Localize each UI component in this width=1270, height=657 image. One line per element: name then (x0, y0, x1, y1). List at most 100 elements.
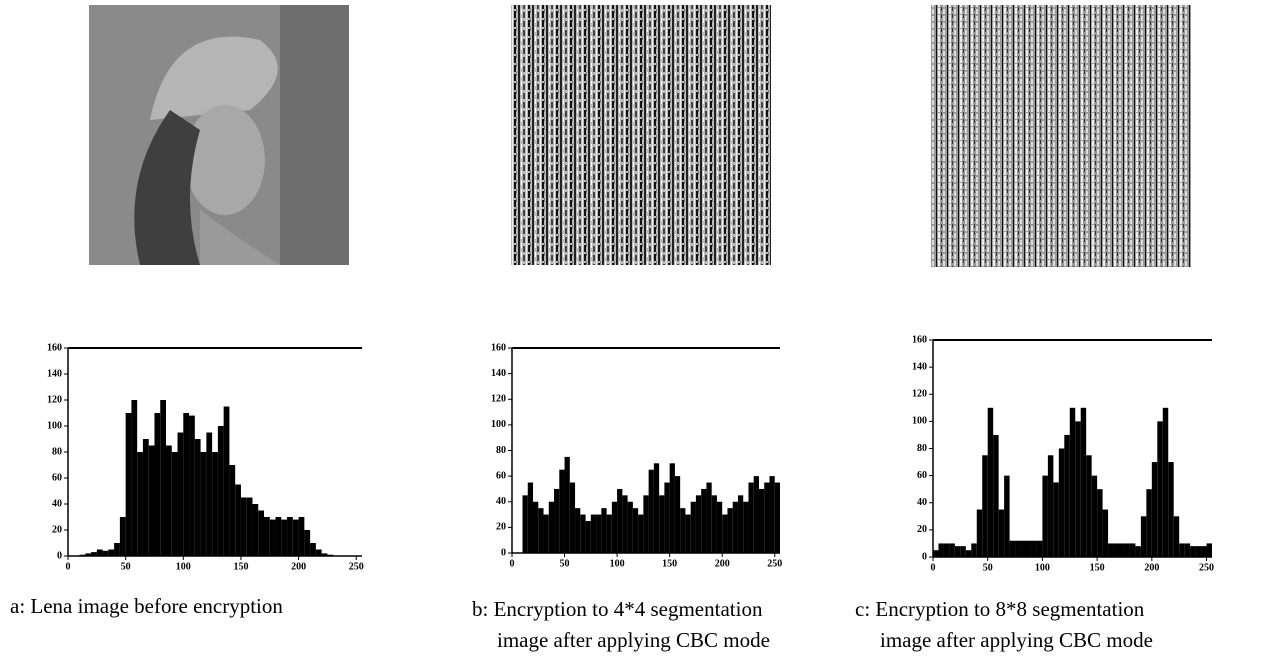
bar (1091, 475, 1098, 557)
y-tick-label: 140 (47, 368, 62, 379)
y-tick-label: 20 (917, 524, 927, 535)
y-tick-label: 60 (917, 470, 927, 481)
y-tick-label: 60 (496, 470, 506, 481)
bar (758, 488, 765, 553)
x-tick-label: 0 (931, 562, 936, 573)
bar (695, 495, 702, 553)
bar (264, 517, 270, 556)
y-tick-label: 160 (47, 342, 62, 353)
bar (653, 463, 660, 553)
bar (1184, 543, 1191, 557)
y-tick-label: 80 (52, 446, 62, 457)
bar (976, 509, 983, 557)
bar (1026, 540, 1032, 557)
bar (142, 439, 149, 556)
bar (722, 514, 728, 553)
bar (148, 445, 155, 556)
bar (1135, 546, 1141, 557)
bar (212, 452, 218, 556)
bar (235, 484, 241, 556)
y-tick-label: 160 (491, 342, 506, 353)
y-tick-label: 0 (57, 550, 62, 561)
bar (590, 514, 597, 553)
caption: image after applying CBC mode (880, 628, 1153, 652)
bar (596, 514, 602, 553)
bar (315, 549, 322, 556)
bar (85, 553, 92, 556)
bar (987, 407, 994, 557)
bar (743, 501, 749, 553)
bar (711, 495, 717, 553)
bar (321, 553, 328, 556)
bar (1075, 421, 1081, 557)
bar (648, 469, 654, 553)
bar (125, 413, 132, 556)
y-tick-label: 100 (47, 420, 62, 431)
bar (1080, 407, 1087, 557)
bar (119, 517, 126, 556)
bar (1157, 421, 1163, 557)
bar (554, 488, 560, 553)
bar (954, 546, 961, 557)
bar (664, 482, 670, 553)
bar (998, 509, 1005, 557)
bar (1113, 543, 1119, 557)
bar (223, 406, 230, 556)
x-tick-label: 100 (1035, 562, 1050, 573)
bar (764, 482, 770, 553)
y-tick-label: 60 (52, 472, 62, 483)
bar (1102, 509, 1109, 557)
bar (310, 543, 316, 556)
bar (1146, 489, 1152, 557)
bar (606, 514, 612, 553)
y-tick-label: 40 (496, 496, 506, 507)
caption: image after applying CBC mode (497, 628, 770, 652)
bar (1140, 516, 1147, 557)
bar (1206, 543, 1212, 557)
bar (965, 550, 972, 557)
bar (171, 452, 178, 556)
bar (522, 495, 528, 553)
bar (643, 495, 649, 553)
bar (1009, 540, 1016, 557)
encrypted-image-8x8 (931, 5, 1191, 267)
bar (933, 550, 939, 557)
bar (543, 514, 549, 553)
bar (690, 501, 696, 553)
bar (1108, 543, 1114, 557)
x-tick-label: 250 (767, 558, 782, 569)
y-tick-label: 40 (52, 498, 62, 509)
bar (982, 455, 988, 557)
x-tick-label: 200 (715, 558, 730, 569)
x-tick-label: 150 (233, 561, 248, 572)
bar (206, 432, 213, 556)
caption: c: Encryption to 8*8 segmentation (855, 597, 1145, 621)
bar (774, 482, 780, 553)
x-tick-label: 0 (510, 558, 515, 569)
bar (1020, 540, 1026, 557)
bar (559, 469, 565, 553)
bar (154, 413, 161, 556)
bar (753, 476, 759, 553)
bar (622, 495, 628, 553)
bar (189, 415, 195, 556)
bar (580, 514, 586, 553)
bar (102, 550, 109, 556)
bar (246, 497, 253, 556)
y-tick-label: 40 (917, 497, 927, 508)
bar (1058, 448, 1065, 557)
y-tick-label: 120 (47, 394, 62, 405)
bar (938, 543, 944, 557)
bar (281, 519, 288, 556)
bar (1064, 434, 1070, 557)
bar (737, 495, 744, 553)
bar (748, 482, 754, 553)
bar (993, 434, 999, 557)
bar (1042, 475, 1048, 557)
bar (275, 517, 282, 556)
bar (701, 488, 707, 553)
bar (585, 520, 591, 553)
y-tick-label: 80 (496, 445, 506, 456)
bar (1119, 543, 1125, 557)
